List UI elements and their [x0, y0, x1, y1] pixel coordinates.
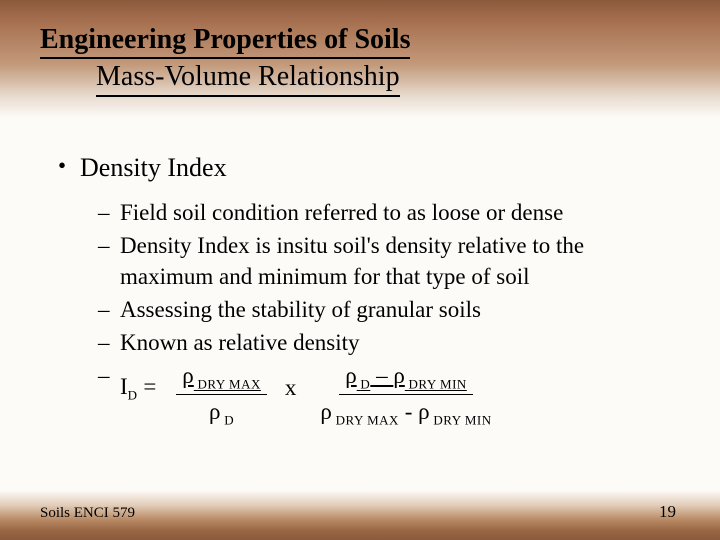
rho-2d-b: ρ [418, 399, 429, 424]
formula-lhs: ID = [120, 371, 156, 418]
title-line1: Engineering Properties of Soils [40, 22, 410, 59]
bullet-l1-text: Density Index [80, 150, 227, 185]
formula-lhs-sym: I [120, 374, 128, 399]
rho-2n-b: ρ [393, 363, 404, 388]
slide-content: Engineering Properties of Soils Mass-Vol… [0, 0, 720, 540]
title-block: Engineering Properties of Soils Mass-Vol… [40, 22, 410, 97]
bullet-dot-icon: • [58, 150, 80, 185]
sub-d-1d: D [224, 413, 234, 428]
footer-left: Soils ENCI 579 [40, 505, 135, 522]
bullet-dash-icon: – [98, 360, 120, 429]
sub-drymax-1n: DRY MAX [198, 377, 261, 392]
bullet-l2-2: – Density Index is insitu soil's density… [98, 230, 670, 292]
bullet-l2-4-text: Known as relative density [120, 327, 670, 358]
minus-2d: - [399, 399, 418, 424]
bullet-l2-1: – Field soil condition referred to as lo… [98, 197, 670, 228]
minus-2n: – [370, 363, 393, 388]
bullet-l2-2-text: Density Index is insitu soil's density r… [120, 230, 670, 292]
bullet-dash-icon: – [98, 197, 120, 228]
footer-page-number: 19 [659, 502, 676, 522]
formula-frac-2: ρ D – ρ DRY MIN ρ DRY MAX - ρ DRY MIN [314, 360, 497, 429]
sub-drymin-2n: DRY MIN [409, 377, 467, 392]
formula-lhs-sub: D [128, 388, 138, 403]
rho-2d-a: ρ [320, 399, 331, 424]
body: • Density Index – Field soil condition r… [58, 150, 670, 432]
bullet-l2-3: – Assessing the stability of granular so… [98, 294, 670, 325]
formula-row: – ID = ρ DRY MAX [98, 360, 670, 429]
rho-2n-a: ρ [345, 363, 356, 388]
bullet-l2-4: – Known as relative density [98, 327, 670, 358]
sub-drymax-2d: DRY MAX [336, 413, 399, 428]
title-line2: Mass-Volume Relationship [96, 59, 400, 97]
sub-d-2n: D [360, 377, 370, 392]
formula-times: x [285, 372, 297, 417]
bullet-dash-icon: – [98, 294, 120, 325]
bullet-dash-icon: – [98, 230, 120, 292]
bullet-dash-icon: – [98, 327, 120, 358]
sub-drymin-2d: DRY MIN [433, 413, 491, 428]
bullet-l2-1-text: Field soil condition referred to as loos… [120, 197, 670, 228]
sub-list: – Field soil condition referred to as lo… [58, 197, 670, 430]
formula-eq: = [138, 374, 157, 399]
formula-frac-1: ρ DRY MAX ρ D [176, 360, 267, 429]
rho-1d: ρ [209, 399, 220, 424]
bullet-l1: • Density Index [58, 150, 670, 185]
rho-1n: ρ [182, 363, 193, 388]
bullet-l2-3-text: Assessing the stability of granular soil… [120, 294, 670, 325]
